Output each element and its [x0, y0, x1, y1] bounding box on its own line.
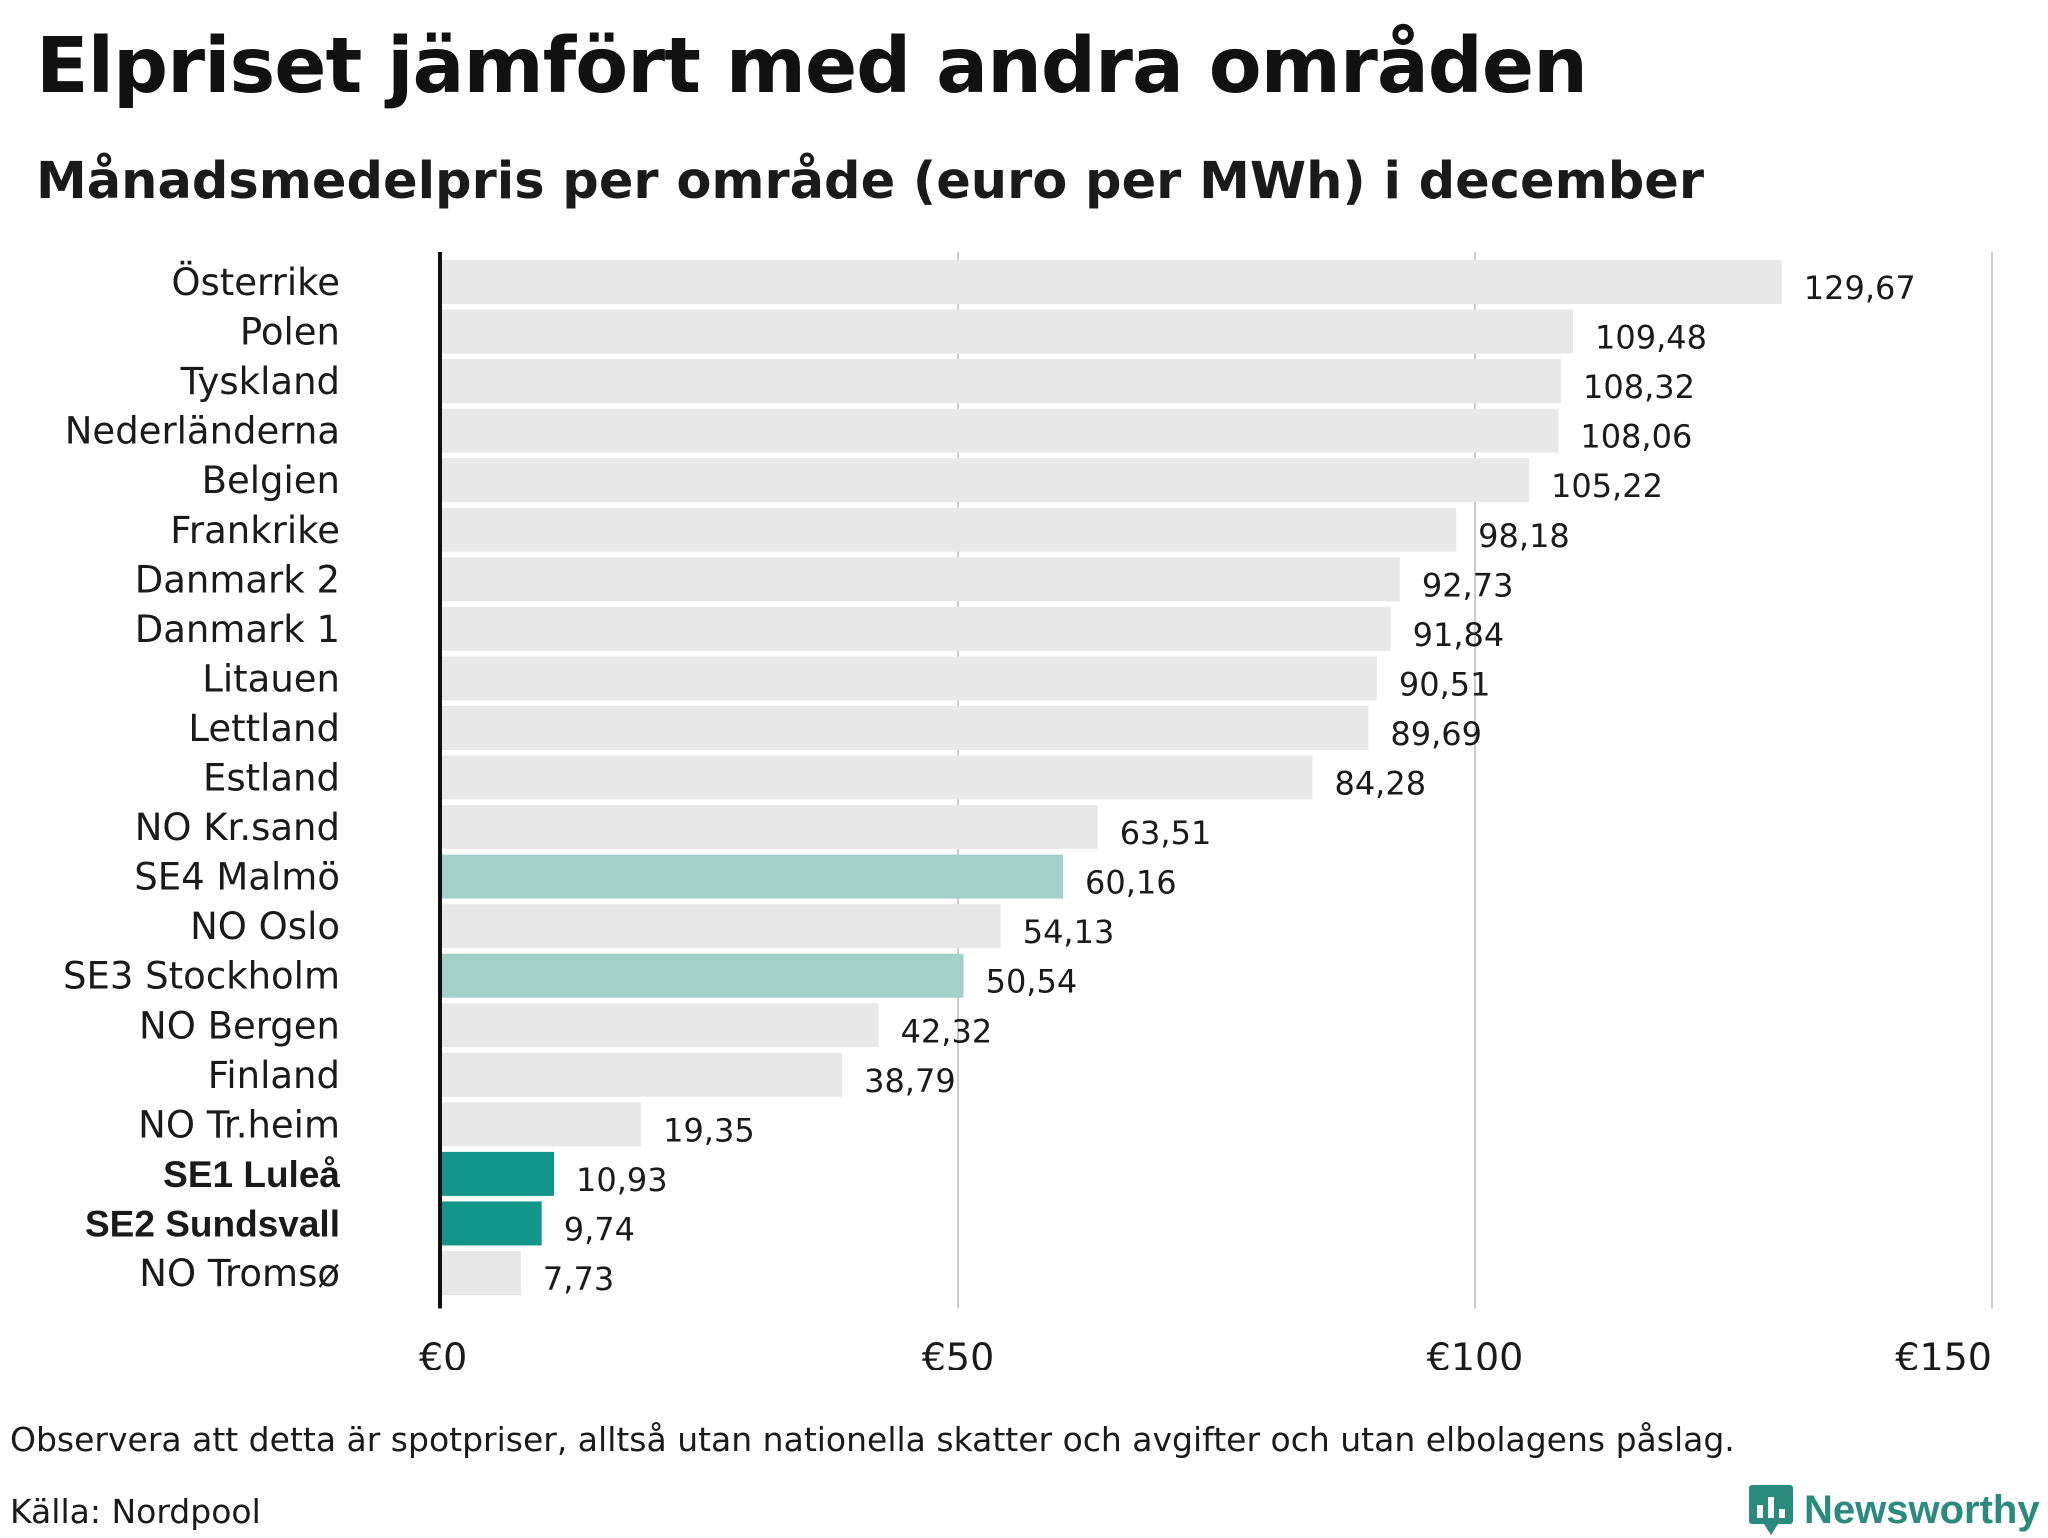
value-label: 84,28 — [1334, 765, 1426, 803]
value-label: 19,35 — [663, 1111, 755, 1149]
category-label: Danmark 2 — [135, 558, 340, 601]
x-axis-ticks: €0 €50 €100 €150 — [419, 1336, 1992, 1370]
value-label: 90,51 — [1399, 665, 1491, 703]
category-label: Danmark 1 — [135, 608, 340, 651]
category-label: NO Oslo — [190, 905, 340, 948]
category-label: Nederländerna — [65, 410, 340, 453]
bar — [441, 507, 1457, 552]
value-label: 89,69 — [1390, 715, 1482, 753]
bar — [441, 557, 1400, 602]
value-label: 50,54 — [986, 963, 1078, 1001]
bar — [441, 1151, 555, 1196]
value-label: 54,13 — [1023, 913, 1115, 951]
category-label: SE4 Malmö — [134, 856, 340, 899]
bar-chart: Österrike Polen Tyskland Nederländerna Belgi… — [63, 252, 1993, 1370]
category-label: NO Kr.sand — [135, 806, 340, 849]
category-label: Finland — [208, 1054, 340, 1097]
category-label: Tyskland — [180, 360, 340, 403]
value-label: 9,74 — [564, 1210, 635, 1248]
bar — [441, 606, 1391, 651]
brand-name: Newsworthy — [1804, 1487, 2040, 1532]
bar — [441, 953, 964, 998]
value-label: 91,84 — [1413, 616, 1505, 654]
value-label: 109,48 — [1595, 319, 1707, 357]
category-label: Frankrike — [170, 509, 340, 552]
category-label: SE1 Luleå — [163, 1154, 340, 1195]
category-label: SE3 Stockholm — [63, 955, 340, 998]
category-label: Österrike — [171, 261, 340, 304]
footnote: Observera att detta är spotpriser, allts… — [10, 1420, 1735, 1459]
bar — [441, 854, 1064, 899]
category-label: Polen — [240, 311, 340, 354]
source-note: Källa: Nordpool — [10, 1492, 261, 1531]
value-labels: 129,67 109,48 108,32 108,06 105,22 98,18 92,73… — [543, 269, 1916, 1298]
bar — [441, 458, 1529, 503]
value-label: 38,79 — [864, 1062, 956, 1100]
bar — [441, 1052, 843, 1097]
value-label: 129,67 — [1804, 269, 1916, 307]
value-label: 108,06 — [1580, 418, 1692, 456]
bar — [441, 904, 1001, 949]
x-tick-label: €100 — [1427, 1336, 1524, 1370]
bar — [441, 1003, 879, 1048]
category-label: NO Tr.heim — [138, 1103, 340, 1146]
value-label: 60,16 — [1085, 864, 1177, 902]
bar — [441, 408, 1559, 453]
x-tick-label: €50 — [922, 1336, 995, 1370]
bars — [441, 260, 1782, 1295]
category-label: NO Tromsø — [139, 1252, 340, 1295]
bar-chart-speech-bubble-icon — [1749, 1485, 1793, 1535]
x-tick-label: €0 — [419, 1336, 467, 1370]
value-label: 108,32 — [1583, 368, 1695, 406]
chart-title: Elpriset jämfört med andra områden — [36, 22, 1588, 111]
value-label: 42,32 — [901, 1012, 993, 1050]
category-labels: Österrike Polen Tyskland Nederländerna Belgi… — [63, 261, 340, 1295]
bar — [441, 1201, 542, 1246]
bar — [441, 805, 1098, 850]
bar — [441, 705, 1369, 750]
category-label: Belgien — [202, 459, 340, 502]
bar — [441, 656, 1377, 701]
value-label: 92,73 — [1422, 566, 1514, 604]
bar — [441, 1102, 642, 1147]
category-label: Estland — [203, 757, 340, 800]
x-tick-label: €150 — [1895, 1336, 1992, 1370]
value-label: 98,18 — [1478, 517, 1570, 555]
chart-subtitle: Månadsmedelpris per område (euro per MWh… — [36, 152, 1704, 211]
bar — [441, 1251, 521, 1295]
category-label: NO Bergen — [139, 1004, 340, 1047]
newsworthy-logo: Newsworthy — [1748, 1482, 2040, 1538]
bar — [441, 359, 1562, 404]
bar — [441, 755, 1313, 800]
value-label: 63,51 — [1120, 814, 1212, 852]
value-label: 105,22 — [1551, 467, 1663, 505]
bar — [441, 260, 1782, 304]
value-label: 10,93 — [576, 1161, 668, 1199]
category-label: Lettland — [188, 707, 340, 750]
category-label: SE2 Sundsvall — [85, 1203, 340, 1244]
category-label: Litauen — [202, 657, 340, 700]
value-label: 7,73 — [543, 1260, 614, 1298]
bar — [441, 309, 1574, 354]
